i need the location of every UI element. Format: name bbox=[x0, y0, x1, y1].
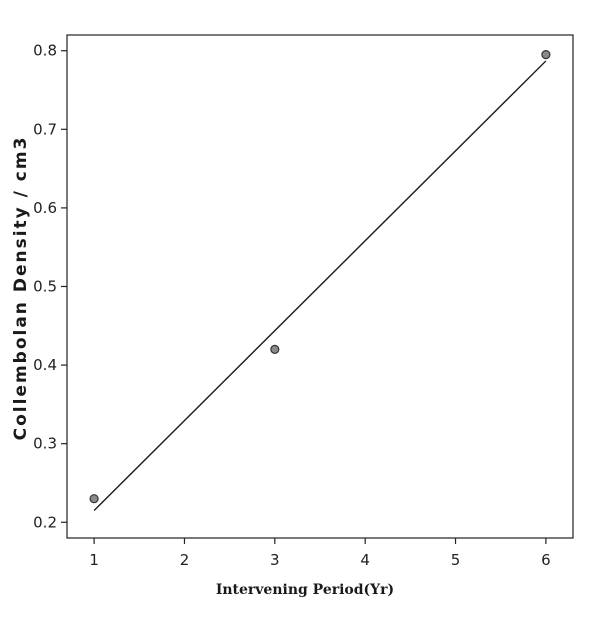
x-tick-label: 2 bbox=[180, 551, 190, 569]
data-point bbox=[270, 344, 280, 354]
y-axis: 0.2 0.3 0.4 0.5 0.6 0.7 0.8 bbox=[33, 42, 67, 531]
y-tick-label: 0.5 bbox=[33, 278, 57, 296]
fit-line bbox=[93, 60, 547, 511]
y-axis-title: Collembolan Density / cm3 bbox=[11, 136, 31, 441]
x-tick-label: 1 bbox=[89, 551, 99, 569]
y-tick-label: 0.6 bbox=[33, 199, 57, 217]
y-tick-label: 0.2 bbox=[33, 513, 57, 531]
series-layer bbox=[89, 50, 551, 511]
x-tick-label: 4 bbox=[360, 551, 370, 569]
x-tick-label: 6 bbox=[541, 551, 551, 569]
y-tick-label: 0.8 bbox=[33, 42, 57, 60]
data-point bbox=[541, 50, 551, 60]
data-point bbox=[89, 494, 99, 504]
x-axis-title: Intervening Period(Yr) bbox=[216, 582, 394, 598]
x-tick-label: 3 bbox=[270, 551, 280, 569]
x-axis: 1 2 3 4 5 6 bbox=[89, 538, 551, 569]
y-tick-label: 0.3 bbox=[33, 435, 57, 453]
y-tick-label: 0.4 bbox=[33, 356, 57, 374]
x-tick-label: 5 bbox=[451, 551, 461, 569]
y-tick-label: 0.7 bbox=[33, 120, 57, 138]
